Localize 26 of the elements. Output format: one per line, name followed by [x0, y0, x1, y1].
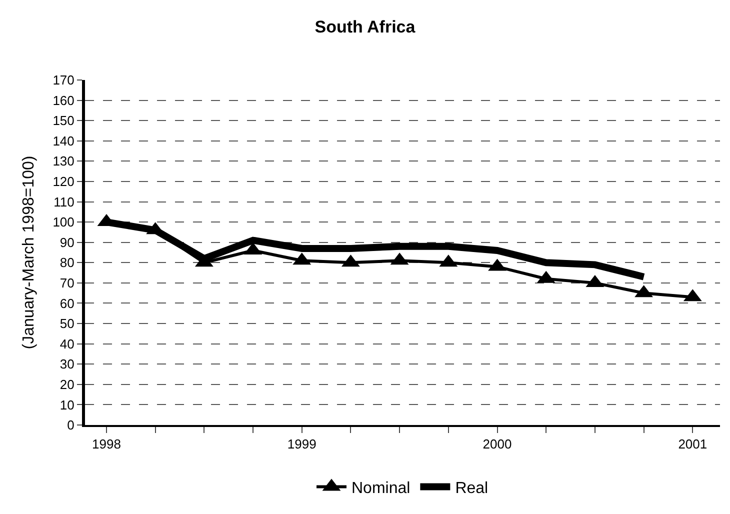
y-tick-label: 150	[52, 113, 74, 128]
x-tick-label: 2001	[678, 436, 708, 452]
y-tick-label: 130	[52, 154, 74, 169]
y-tick-label: 120	[52, 174, 74, 190]
y-tick-label: 110	[54, 194, 74, 210]
x-tick-label: 1998	[92, 436, 121, 452]
y-tick-label: 10	[60, 397, 74, 412]
legend-label: Nominal	[352, 480, 410, 497]
y-tick-label: 40	[60, 336, 74, 352]
y-tick-label: 70	[60, 275, 74, 290]
y-axis-title: (January-March 1998=100)	[20, 156, 38, 350]
y-tick-label: 60	[60, 296, 74, 311]
x-tick-label: 2000	[482, 436, 512, 452]
y-tick-label: 20	[60, 376, 74, 392]
y-tick-label: 0	[67, 418, 74, 433]
y-tick-label: 160	[52, 92, 74, 108]
chart-title: South Africa	[314, 17, 416, 36]
y-tick-label: 100	[52, 214, 74, 230]
x-tick-label: 1999	[287, 436, 316, 452]
y-tick-label: 140	[52, 133, 74, 148]
legend-label: Real	[455, 480, 488, 497]
y-tick-label: 50	[60, 316, 74, 332]
y-tick-label: 90	[60, 234, 74, 250]
y-tick-label: 80	[60, 255, 74, 270]
y-tick-label: 170	[52, 72, 74, 88]
y-tick-label: 30	[60, 356, 74, 372]
